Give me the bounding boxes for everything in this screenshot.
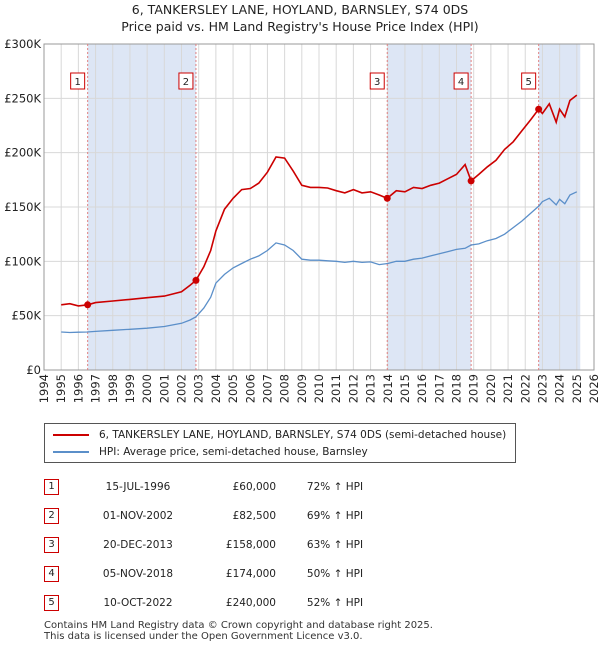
sale-number-label: 1 [74,77,80,88]
sale-number-box [521,72,537,90]
sale-number-badge: 1 [44,478,59,495]
sale-point [383,194,391,202]
sale-number-badge: 4 [44,565,59,582]
sale-number-label: 3 [374,77,380,88]
table-row: 4 05-NOV-2018 £174,000 50% ↑ HPI [44,559,394,588]
x-tick-label: 2019 [467,374,481,403]
x-tick-label: 1999 [123,374,137,403]
x-tick-label: 2010 [312,374,326,403]
chart-title-address: 6, TANKERSLEY LANE, HOYLAND, BARNSLEY, S… [131,2,469,17]
sale-number-label: 5 [525,77,531,88]
sale-number-box [70,72,86,90]
sale-hpi-change: 69% ↑ HPI [306,509,364,522]
sale-hpi-change: 52% ↑ HPI [306,596,364,609]
chart-subtitle: Price paid vs. HM Land Registry's House … [121,19,479,34]
x-tick-label: 1995 [54,374,68,403]
sale-number-box [369,72,385,90]
x-tick-label: 2020 [484,374,498,403]
x-tick-label: 2015 [398,374,412,403]
sales-table: 1 15-JUL-1996 £60,000 72% ↑ HPI 2 01-NOV… [44,472,394,617]
y-tick-label: £150K [4,200,41,214]
x-tick-label: 2024 [553,374,567,403]
x-tick-label: 2025 [570,374,584,403]
legend-item-price: 6, TANKERSLEY LANE, HOYLAND, BARNSLEY, S… [53,429,506,441]
x-tick-label: 2013 [364,374,378,403]
x-tick-label: 2006 [243,374,257,403]
sale-number-badge: 3 [44,536,59,553]
x-tick-label: 2012 [346,374,360,403]
footer-attribution: Contains HM Land Registry data © Crown c… [44,620,433,642]
sale-number-label: 4 [458,77,464,88]
sale-date: 20-DEC-2013 [103,538,173,551]
table-row: 1 15-JUL-1996 £60,000 72% ↑ HPI [44,472,394,501]
legend-swatch-hpi [53,451,89,453]
legend-label-price: 6, TANKERSLEY LANE, HOYLAND, BARNSLEY, S… [99,429,507,441]
sale-price: £240,000 [225,596,276,609]
table-row: 2 01-NOV-2002 £82,500 69% ↑ HPI [44,501,394,530]
x-tick-label: 2003 [192,374,206,403]
plot-frame [43,43,595,371]
footer-copyright: Contains HM Land Registry data © Crown c… [44,620,433,631]
price-paid-line [61,94,578,307]
legend-item-hpi: HPI: Average price, semi-detached house,… [53,446,368,458]
y-tick-label: £50K [12,309,42,323]
sale-number-box [178,72,194,90]
sale-date: 05-NOV-2018 [102,567,174,580]
x-tick-label: 1996 [71,374,85,403]
x-tick-label: 2026 [587,374,600,403]
x-tick-label: 1994 [37,374,51,403]
x-tick-label: 2008 [278,374,292,403]
sale-hpi-change: 50% ↑ HPI [306,567,364,580]
legend-swatch-price [53,434,89,436]
table-row: 5 10-OCT-2022 £240,000 52% ↑ HPI [44,588,394,617]
sale-number-badge: 5 [44,594,59,611]
x-tick-label: 2009 [295,374,309,403]
sale-point [535,105,543,113]
sale-point [84,301,92,309]
sale-hpi-change: 72% ↑ HPI [306,480,364,493]
hpi-line [61,191,578,334]
sale-hpi-change: 63% ↑ HPI [306,538,364,551]
table-row: 3 20-DEC-2013 £158,000 63% ↑ HPI [44,530,394,559]
y-tick-label: £300K [4,37,41,51]
x-tick-label: 2011 [329,374,343,403]
x-tick-label: 2007 [260,374,274,403]
x-tick-label: 1998 [106,374,120,403]
x-tick-label: 2022 [518,374,532,403]
footer-licence: This data is licensed under the Open Gov… [44,631,363,642]
y-tick-label: £200K [4,146,41,160]
sale-price: £174,000 [225,567,276,580]
x-tick-label: 2002 [175,374,189,403]
sale-date: 15-JUL-1996 [105,480,171,493]
legend-label-hpi: HPI: Average price, semi-detached house,… [99,446,368,458]
x-tick-label: 1997 [89,374,103,403]
sale-number-label: 2 [183,77,189,88]
x-tick-label: 2000 [140,374,154,403]
sale-price: £158,000 [225,538,276,551]
x-tick-label: 2018 [450,374,464,403]
x-tick-label: 2021 [501,374,515,403]
sale-price: £60,000 [232,480,276,493]
sale-date: 01-NOV-2002 [102,509,174,522]
sale-point [467,177,475,185]
x-tick-label: 2005 [226,374,240,403]
x-tick-label: 2016 [415,374,429,403]
x-tick-label: 2023 [535,374,549,403]
sale-point [192,276,200,284]
x-tick-label: 2001 [157,374,171,403]
sale-number-box [453,72,469,90]
y-tick-label: £250K [4,91,41,105]
x-tick-label: 2014 [381,374,395,403]
sale-price: £82,500 [232,509,276,522]
y-tick-label: £100K [4,254,41,268]
y-tick-label: £0 [26,363,41,377]
x-tick-label: 2004 [209,374,223,403]
x-tick-label: 2017 [432,374,446,403]
sale-number-badge: 2 [44,507,59,524]
chart-legend: 6, TANKERSLEY LANE, HOYLAND, BARNSLEY, S… [44,423,516,463]
sale-date: 10-OCT-2022 [103,596,173,609]
